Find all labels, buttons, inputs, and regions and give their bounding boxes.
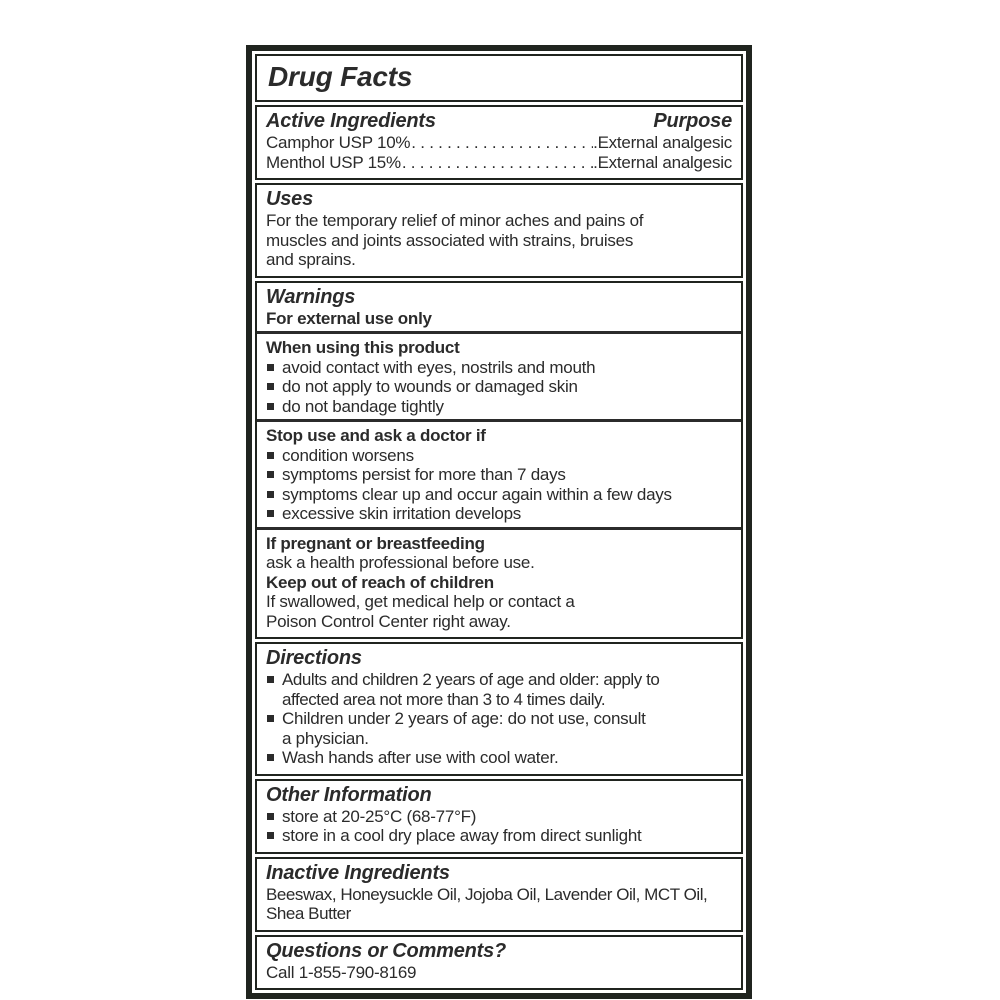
ingredient-name: Camphor USP 10% [266,133,411,152]
bullet-text: avoid contact with eyes, nostrils and mo… [282,357,596,377]
warning-bullet-item: do not bandage tightly [266,397,732,417]
active-ingredients-header-row: Active Ingredients Purpose [266,110,732,133]
direction-bullet-item: Children under 2 years of age: do not us… [266,709,732,748]
bullet-square-icon [267,715,274,722]
bullet-square-icon [267,363,274,371]
section-questions: Questions or Comments? Call 1-855-790-81… [255,934,743,990]
warning-bullet-item: condition worsens [266,446,732,466]
bullet-text: Wash hands after use with cool water. [282,748,559,767]
bullet-square-icon [267,402,274,410]
bullet-square-icon [267,383,274,390]
bullet-text: condition worsens [282,445,414,465]
section-title: Drug Facts [255,54,743,102]
bullet-square-icon [267,832,274,839]
bullet-text: Children under 2 years of age: do not us… [282,709,646,748]
bullet-square-icon [267,451,274,459]
bullet-square-icon [267,471,274,478]
bullet-square-icon [267,676,274,683]
bullet-text: excessive skin irritation develops [282,504,522,523]
section-directions: Directions Adults and children 2 years o… [255,642,743,776]
active-ingredients-heading: Active Ingredients [266,110,436,132]
questions-phone: Call 1-855-790-8169 [266,962,417,982]
direction-bullet-item: Wash hands after use with cool water. [266,748,732,768]
section-other-information: Other Information store at 20-25°C (68-7… [255,778,743,854]
bullet-square-icon [267,510,274,517]
uses-body: For the temporary relief of minor aches … [266,211,644,269]
uses-heading: Uses [266,188,314,210]
warnings-heading: Warnings [266,285,356,308]
divider-rule [257,331,741,334]
ingredient-purpose: .External analgesic [593,152,732,172]
ingredient-purpose: .External analgesic [593,133,732,152]
other-info-bullet-item: store at 20-25°C (68-77°F) [266,807,732,827]
dot-leader: . . . . . . . . . . . . . . . . . . . . … [401,152,593,172]
bullet-text: do not apply to wounds or damaged skin [282,377,578,396]
warning-bullet-item: excessive skin irritation develops [266,504,732,524]
dot-leader: . . . . . . . . . . . . . . . . . . . . … [411,133,593,152]
bullet-text: do not bandage tightly [282,396,444,416]
external-use-subheading: For external use only [266,308,432,328]
warning-bullet-item: do not apply to wounds or damaged skin [266,377,732,397]
warning-bullet-item: symptoms clear up and occur again within… [266,485,732,505]
bullet-square-icon [267,490,274,498]
bullet-text: store in a cool dry place away from dire… [282,826,642,845]
section-uses: Uses For the temporary relief of minor a… [255,183,743,278]
directions-heading: Directions [266,647,362,669]
ingredient-name: Menthol USP 15% [266,152,401,172]
when-using-subheading: When using this product [266,338,460,357]
inactive-ingredients-body: Beeswax, Honeysuckle Oil, Jojoba Oil, La… [266,884,708,924]
drug-facts-title: Drug Facts [268,61,413,92]
keep-out-subheading: Keep out of reach of children [266,572,494,592]
purpose-heading: Purpose [653,110,732,132]
bullet-square-icon [267,754,274,761]
bullet-text: symptoms persist for more than 7 days [282,465,566,484]
pregnant-body: ask a health professional before use. [266,553,535,572]
ingredient-row: Camphor USP 10% . . . . . . . . . . . . … [266,133,732,153]
bullet-text: store at 20-25°C (68-77°F) [282,806,477,826]
other-information-heading: Other Information [266,783,432,806]
section-active-ingredients: Active Ingredients Purpose Camphor USP 1… [255,105,743,180]
keep-out-body: If swallowed, get medical help or contac… [266,592,575,631]
pregnant-subheading: If pregnant or breastfeeding [266,533,485,553]
bullet-text: Adults and children 2 years of age and o… [282,670,660,709]
bullet-square-icon [267,812,274,820]
section-inactive-ingredients: Inactive Ingredients Beeswax, Honeysuckl… [255,856,743,932]
divider-rule [257,526,741,530]
warning-bullet-item: symptoms persist for more than 7 days [266,465,732,485]
warning-bullet-item: avoid contact with eyes, nostrils and mo… [266,358,732,378]
inactive-ingredients-heading: Inactive Ingredients [266,861,450,884]
stop-use-subheading: Stop use and ask a doctor if [266,426,486,445]
questions-heading: Questions or Comments? [266,939,507,962]
direction-bullet-item: Adults and children 2 years of age and o… [266,670,732,709]
other-info-bullet-item: store in a cool dry place away from dire… [266,826,732,846]
bullet-text: symptoms clear up and occur again within… [282,484,672,504]
divider-rule [257,419,741,422]
ingredient-row: Menthol USP 15% . . . . . . . . . . . . … [266,153,732,173]
drug-facts-label: Drug Facts Active Ingredients Purpose Ca… [246,45,752,999]
section-warnings: Warnings For external use only When usin… [255,280,743,639]
